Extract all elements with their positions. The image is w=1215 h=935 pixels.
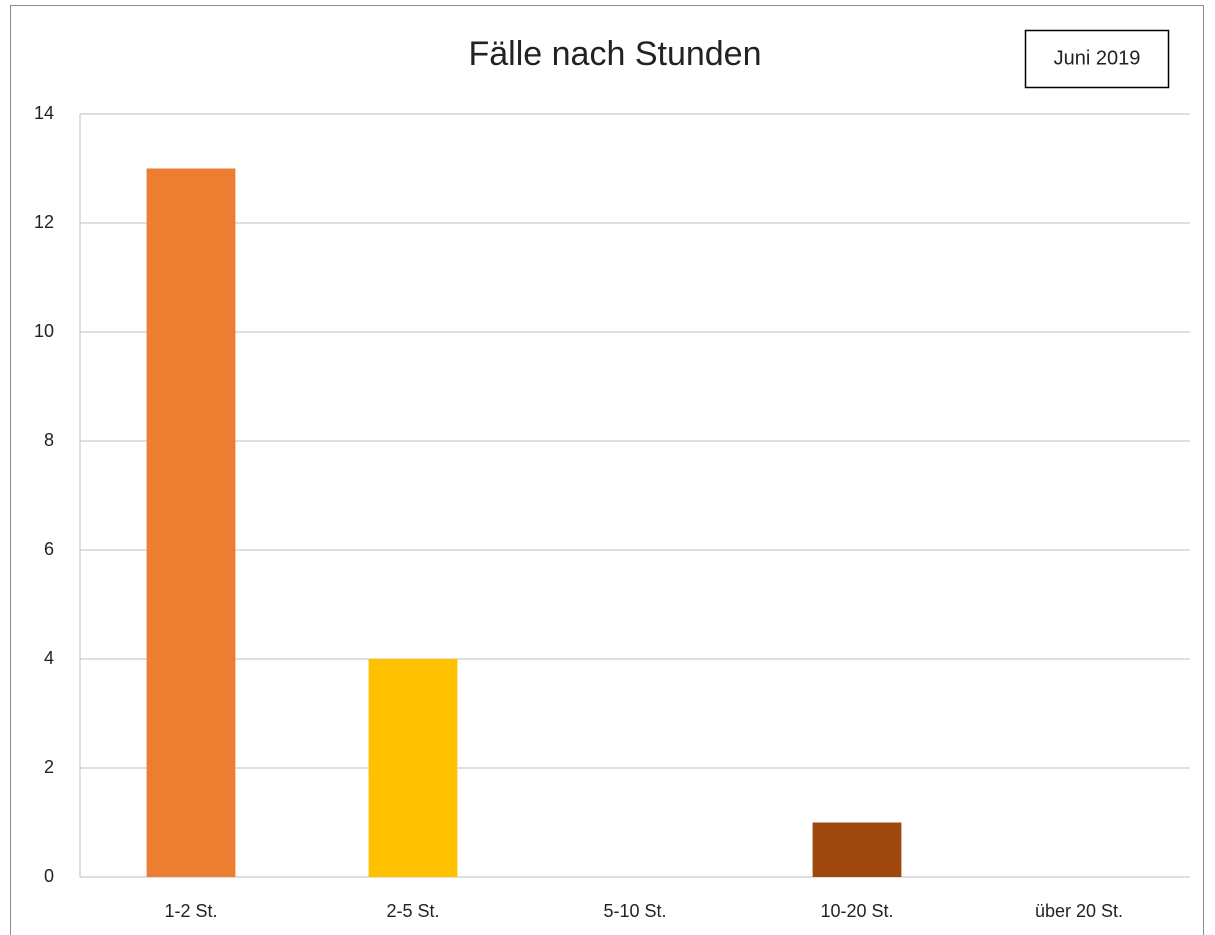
chart-title: Fälle nach Stunden	[469, 35, 762, 73]
y-tick-label: 2	[44, 757, 54, 777]
y-tick-label: 8	[44, 430, 54, 450]
x-tick-label: 10-20 St.	[820, 901, 893, 921]
annotation-box	[1024, 29, 1170, 89]
y-tick-label: 12	[34, 212, 54, 232]
bar	[812, 822, 902, 877]
x-tick-label: 1-2 St.	[164, 901, 217, 921]
y-tick-label: 4	[44, 648, 54, 668]
bar	[146, 168, 236, 877]
y-tick-label: 0	[44, 866, 54, 886]
annotation: Juni 2019	[1054, 47, 1141, 69]
x-tick-label: über 20 St.	[1035, 901, 1123, 921]
y-tick-label: 6	[44, 539, 54, 559]
x-tick-label: 2-5 St.	[386, 901, 439, 921]
x-tick-label: 5-10 St.	[603, 901, 666, 921]
y-tick-label: 14	[34, 103, 54, 123]
bar	[368, 659, 458, 877]
y-tick-label: 10	[34, 321, 54, 341]
